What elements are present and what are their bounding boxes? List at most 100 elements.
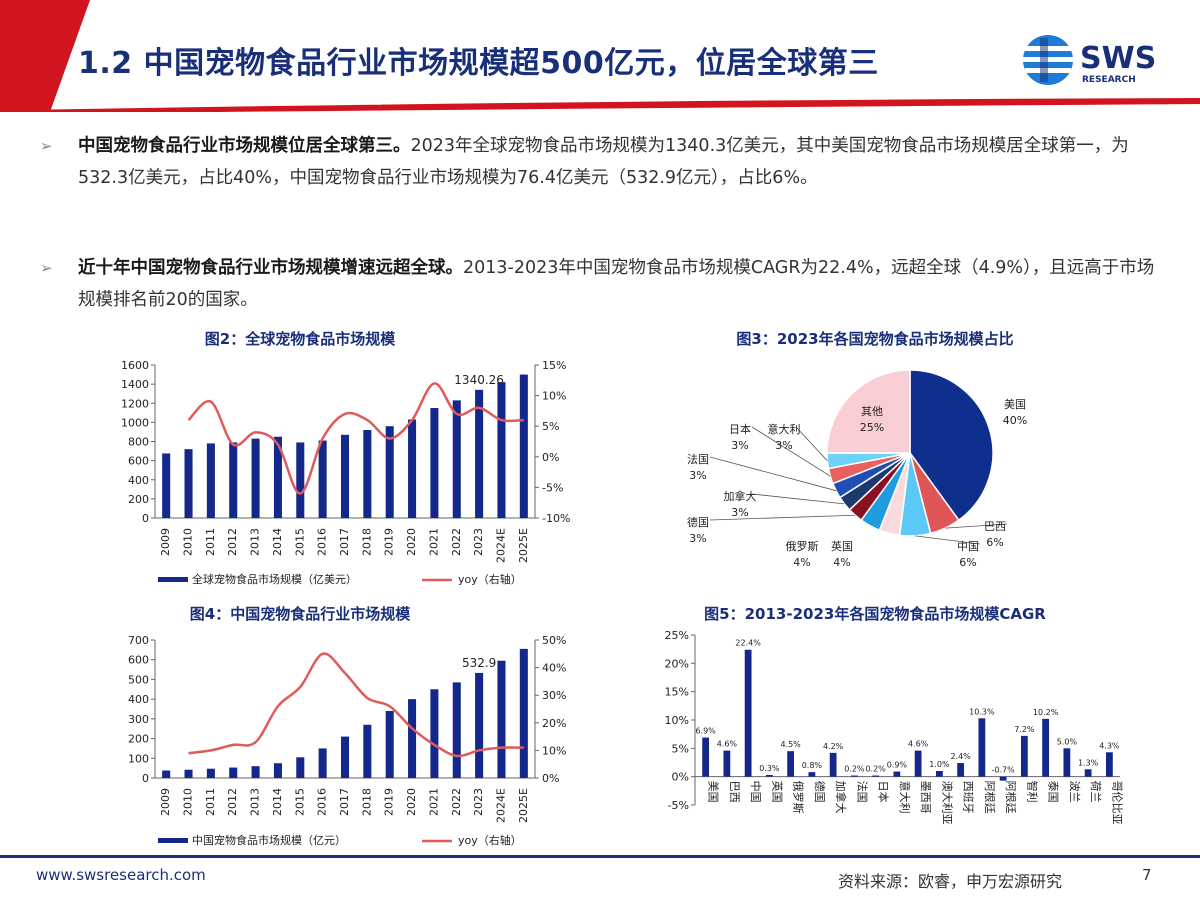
bar <box>408 699 417 778</box>
x-tick-label: 2023 <box>472 788 485 816</box>
x-tick-label: 2017 <box>338 788 351 816</box>
legend-bar-label: 中国宠物食品市场规模（亿元） <box>192 833 346 847</box>
left-tick-label: 700 <box>128 634 149 647</box>
y-tick-label: 15% <box>665 686 689 699</box>
x-tick-label: 2025E <box>517 788 530 823</box>
x-tick-label: 西班牙 <box>962 781 975 814</box>
footer-url[interactable]: www.swsresearch.com <box>36 866 206 884</box>
x-tick-label: 法国 <box>855 781 869 803</box>
x-tick-label: 2018 <box>360 788 373 816</box>
x-tick-label: 波兰 <box>1068 781 1081 803</box>
bullet-1: ➢ 中国宠物食品行业市场规模位居全球第三。2023年全球宠物食品市场规模为134… <box>40 130 1160 194</box>
left-tick-label: 1600 <box>121 359 149 372</box>
bar <box>184 449 193 518</box>
x-tick-label: 巴西 <box>728 781 741 803</box>
bar <box>497 660 506 778</box>
x-tick-label: 2013 <box>249 788 262 816</box>
left-tick-label: 200 <box>128 733 149 746</box>
x-tick-label: 澳大利亚 <box>940 781 954 825</box>
bar <box>452 400 461 518</box>
pie-pct: 25% <box>860 421 884 434</box>
x-tick-label: 英国 <box>770 781 784 803</box>
page-title: 1.2 中国宠物食品行业市场规模超500亿元，位居全球第三 <box>78 46 879 81</box>
left-tick-label: 100 <box>128 752 149 765</box>
left-tick-label: 500 <box>128 673 149 686</box>
left-tick-label: 0 <box>142 772 149 785</box>
legend-bar-label: 全球宠物食品市场规模（亿美元） <box>192 572 357 586</box>
legend-line-label: yoy（右轴） <box>458 833 522 847</box>
pie-slice <box>826 369 911 454</box>
left-tick-label: 1200 <box>121 397 149 410</box>
left-tick-label: 1000 <box>121 416 149 429</box>
bar <box>206 768 215 778</box>
pie-label: 意大利 <box>768 422 801 436</box>
right-tick-label: 10% <box>542 744 566 757</box>
bar <box>1020 735 1028 777</box>
bar <box>1042 718 1050 777</box>
data-label: 1340.26 <box>454 373 504 387</box>
right-tick-label: -5% <box>542 481 563 494</box>
data-label: 2.4% <box>950 752 971 761</box>
arrow-icon: ➢ <box>40 259 53 277</box>
y-tick-label: 20% <box>665 657 689 670</box>
pie-leader-line <box>915 535 981 545</box>
left-tick-label: 600 <box>128 654 149 667</box>
bar <box>385 426 394 518</box>
x-tick-label: 2017 <box>338 528 351 556</box>
data-label: 0.2% <box>844 765 865 774</box>
bar <box>765 774 773 777</box>
bar <box>206 443 215 518</box>
pie-pct: 4% <box>833 556 850 569</box>
left-tick-label: 400 <box>128 474 149 487</box>
bar <box>251 766 260 778</box>
data-label: 10.3% <box>969 707 995 716</box>
header-decoration <box>0 0 1200 112</box>
x-tick-label: 2015 <box>293 528 306 556</box>
x-tick-label: 2015 <box>293 788 306 816</box>
bar <box>957 763 965 777</box>
pie-label: 德国 <box>687 515 709 529</box>
x-tick-label: 日本 <box>877 781 891 803</box>
bar <box>744 649 752 777</box>
y-tick-label: 25% <box>665 629 689 642</box>
fig2-chart: 0 200 400 600 800 1000 1200 1400 1600 -10% -5% 0% 5%… <box>121 359 570 586</box>
bar <box>999 776 1007 781</box>
x-tick-label: 2009 <box>159 788 172 816</box>
y-tick-label: -5% <box>668 799 689 812</box>
left-tick-label: 800 <box>128 436 149 449</box>
left-tick-label: 600 <box>128 455 149 468</box>
bar <box>430 408 439 518</box>
x-tick-label: 阿根廷 <box>1004 781 1018 814</box>
sws-globe-icon <box>1023 35 1073 85</box>
pie-label: 其他 <box>861 405 883 418</box>
bar <box>273 436 282 518</box>
x-tick-label: 2016 <box>316 528 329 556</box>
pie-label: 加拿大 <box>724 489 757 503</box>
footer-source: 资料来源：欧睿，申万宏源研究 <box>838 872 1063 891</box>
left-tick-label: 0 <box>142 512 149 525</box>
bar <box>229 767 238 778</box>
x-tick-label: 2014 <box>271 528 284 556</box>
bar <box>318 440 327 518</box>
bar <box>1105 752 1113 777</box>
x-tick-label: 哥伦比亚 <box>1110 781 1124 825</box>
bar <box>702 737 710 777</box>
x-tick-label: 荷兰 <box>1089 781 1102 803</box>
x-tick-label: 2021 <box>427 788 440 816</box>
x-tick-label: 2012 <box>226 788 239 816</box>
pie-leader-line <box>751 426 831 477</box>
pie-pct: 6% <box>959 556 976 569</box>
x-tick-label: 2018 <box>360 528 373 556</box>
bar <box>978 718 986 777</box>
data-label: 7.2% <box>1014 725 1035 734</box>
pie-slice <box>909 369 994 522</box>
x-tick-label: 2009 <box>159 528 172 556</box>
pie-pct: 3% <box>775 439 792 452</box>
right-tick-label: 30% <box>542 689 566 702</box>
bullet-2: ➢ 近十年中国宠物食品行业市场规模增速远超全球。2013-2023年中国宠物食品… <box>40 252 1160 316</box>
x-tick-label: 德国 <box>813 781 827 803</box>
x-tick-label: 2020 <box>405 528 418 556</box>
bullet-1-lead: 中国宠物食品行业市场规模位居全球第三。 <box>78 136 411 156</box>
data-label: 0.3% <box>759 764 780 773</box>
fig5-chart: -5% 0% 5% 10% 15% 20% 25% 6.9% 美国 4.6% 巴西 22.4% 中国 0.… <box>665 629 1125 825</box>
